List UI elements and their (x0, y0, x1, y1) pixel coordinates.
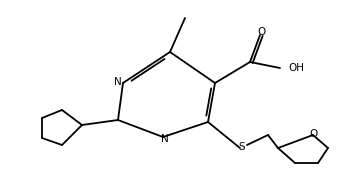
Text: O: O (309, 129, 317, 139)
Text: N: N (161, 134, 169, 144)
Text: O: O (257, 27, 265, 37)
Text: N: N (114, 77, 122, 87)
Text: S: S (239, 142, 245, 152)
Text: OH: OH (288, 63, 304, 73)
